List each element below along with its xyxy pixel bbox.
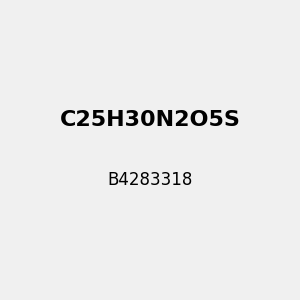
Text: B4283318: B4283318 [107,171,193,189]
Text: C25H30N2O5S: C25H30N2O5S [60,110,240,130]
